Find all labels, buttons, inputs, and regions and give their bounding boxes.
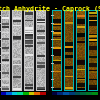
Text: atch Anhydrite - Caprock (Se: atch Anhydrite - Caprock (Se — [0, 5, 100, 12]
